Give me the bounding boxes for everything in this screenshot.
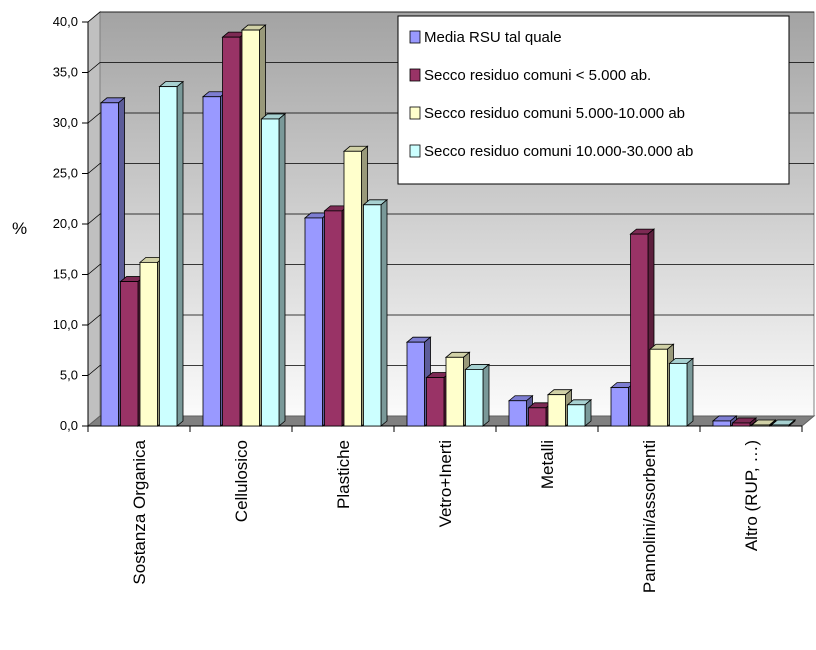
- bar-front-face: [771, 424, 790, 427]
- bar-front-face: [363, 204, 382, 427]
- bar-front-face: [751, 424, 770, 427]
- bar-front-face: [100, 102, 119, 427]
- bar-front-face: [241, 29, 260, 427]
- bar-front-face: [202, 96, 221, 427]
- y-tick-label: 0,0: [60, 418, 78, 433]
- bar-front-face: [732, 422, 751, 427]
- legend-swatch: [409, 30, 421, 44]
- gridline: [87, 314, 814, 326]
- y-tick-label: 30,0: [53, 115, 78, 130]
- bar: [260, 113, 287, 427]
- bar-front-face: [343, 150, 362, 427]
- bar: [566, 398, 593, 427]
- bar-front-face: [528, 407, 547, 427]
- gridline: [87, 11, 814, 23]
- bar-front-face: [261, 118, 280, 427]
- gridline: [87, 213, 814, 225]
- bar-front-face: [324, 210, 343, 427]
- y-tick-label: 20,0: [53, 216, 78, 231]
- bar-front-face: [508, 400, 527, 427]
- x-category-label: Plastiche: [334, 440, 353, 509]
- legend-swatch: [409, 68, 421, 82]
- legend-swatch: [409, 106, 421, 120]
- bar: [405, 336, 432, 427]
- x-category-label: Altro (RUP, …): [742, 440, 761, 551]
- legend: Media RSU tal quale Secco residuo comuni …: [397, 15, 790, 185]
- y-tick-label: 35,0: [53, 65, 78, 80]
- x-category-label: Cellulosico: [232, 440, 251, 522]
- x-category-label: Sostanza Organica: [130, 439, 149, 584]
- bar-front-face: [547, 394, 566, 427]
- y-tick-label: 5,0: [60, 368, 78, 383]
- bar-front-face: [649, 348, 668, 427]
- bar: [362, 198, 389, 427]
- legend-label: Secco residuo comuni < 5.000 ab.: [424, 67, 651, 84]
- y-tick-label: 25,0: [53, 166, 78, 181]
- bar: [158, 80, 185, 427]
- bar-front-face: [610, 387, 629, 427]
- x-category-label: Vetro+Inerti: [436, 440, 455, 527]
- bar: [648, 343, 675, 427]
- bar-front-face: [159, 86, 178, 427]
- legend-label: Media RSU tal quale: [424, 29, 562, 46]
- bar-front-face: [445, 356, 464, 427]
- x-category-label: Metalli: [538, 440, 557, 489]
- bar-side-face: [686, 357, 694, 427]
- y-axis-label: %: [12, 219, 27, 238]
- bar-front-face: [120, 281, 139, 427]
- bar-front-face: [630, 233, 649, 427]
- x-category-label: Pannolini/assorbenti: [640, 440, 659, 593]
- bar-front-face: [139, 261, 158, 427]
- bar: [731, 417, 758, 427]
- bar: [770, 419, 797, 427]
- bar-front-face: [567, 404, 586, 427]
- bar: [750, 419, 777, 427]
- legend-label: Secco residuo comuni 5.000-10.000 ab: [424, 105, 685, 122]
- y-tick-label: 15,0: [53, 267, 78, 282]
- bar-front-face: [426, 377, 445, 427]
- bar: [668, 357, 695, 427]
- legend-swatch: [409, 144, 421, 158]
- bar-front-face: [406, 341, 425, 427]
- gridline: [87, 365, 814, 376]
- bar-front-face: [669, 362, 688, 427]
- bar-front-face: [712, 420, 731, 427]
- y-tick-label: 40,0: [53, 14, 78, 29]
- bar-side-face: [482, 363, 490, 427]
- bar-front-face: [465, 369, 484, 427]
- bar-front-face: [304, 217, 323, 427]
- bar-side-face: [176, 80, 184, 427]
- bar: [464, 363, 491, 427]
- gridline: [87, 264, 814, 275]
- y-tick-label: 10,0: [53, 317, 78, 332]
- legend-box: [397, 15, 790, 185]
- legend-label: Secco residuo comuni 10.000-30.000 ab: [424, 143, 693, 160]
- bar-side-face: [584, 398, 592, 427]
- bar-front-face: [222, 36, 241, 427]
- bar-side-face: [380, 198, 388, 427]
- bar-side-face: [278, 113, 286, 427]
